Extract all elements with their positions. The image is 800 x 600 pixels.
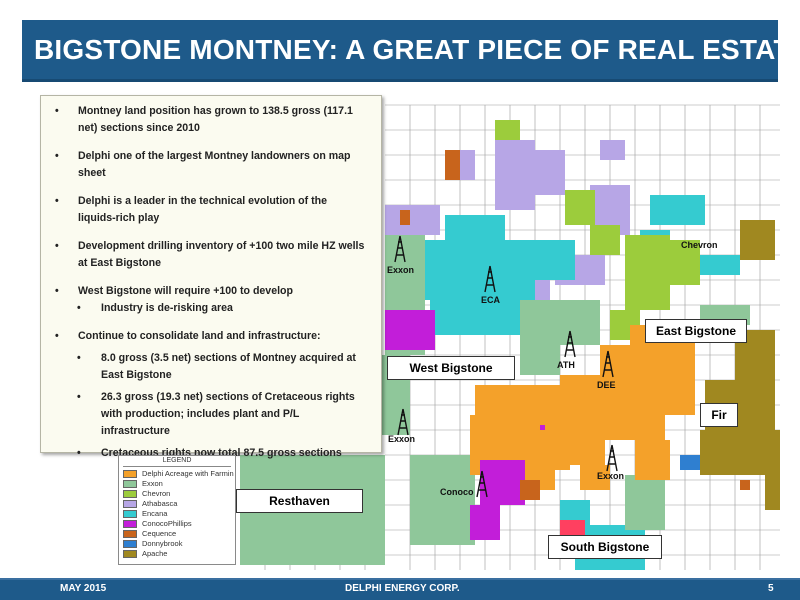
exxon-nw-well-label: Exxon	[387, 265, 415, 275]
footer-date: MAY 2015	[60, 583, 107, 594]
spacer	[53, 182, 367, 193]
legend-swatch	[123, 540, 137, 548]
legend-swatch	[123, 500, 137, 508]
exxon-s-well-label: Exxon	[597, 471, 625, 481]
chevron-well-label: Chevron	[681, 240, 718, 250]
exxon-w-well-label: Exxon	[388, 434, 416, 444]
legend-label: Athabasca	[142, 499, 178, 508]
legend-swatch	[123, 530, 137, 538]
donnybrook-parcels	[680, 455, 700, 470]
conocophillips-parcels	[385, 310, 545, 540]
conoco-well-icon	[476, 470, 488, 498]
exxon-s-well-icon	[606, 444, 618, 472]
ath-well-icon	[564, 330, 576, 358]
spacer	[53, 137, 367, 148]
legend-swatch	[123, 490, 137, 498]
legend-swatch	[123, 510, 137, 518]
dee-well-label: DEE	[597, 380, 616, 390]
footer-bar: MAY 2015 DELPHI ENERGY CORP. 5	[0, 578, 800, 600]
bullet-consolidate: Continue to consolidate land and infrast…	[53, 328, 367, 345]
label-resthaven: Resthaven	[236, 489, 363, 513]
label-east-bigstone: East Bigstone	[645, 319, 747, 343]
cequence-parcels	[400, 150, 750, 500]
legend-label: Exxon	[142, 479, 163, 488]
exxon-w-well-icon	[397, 408, 409, 436]
title-bar: BIGSTONE MONTNEY: A GREAT PIECE OF REAL …	[22, 20, 800, 82]
footer-company: DELPHI ENERGY CORP.	[345, 583, 460, 594]
bullet-drilling-inventory: Development drilling inventory of +100 t…	[53, 238, 367, 272]
legend-swatch	[123, 520, 137, 528]
legend-label: Apache	[142, 549, 168, 558]
eca-well-icon	[484, 265, 496, 293]
spacer	[53, 272, 367, 283]
label-west-bigstone: West Bigstone	[387, 356, 515, 380]
key-points-panel: Montney land position has grown to 138.5…	[40, 95, 382, 462]
bullet-landowner: Delphi one of the largest Montney landow…	[53, 148, 367, 182]
spacer	[53, 317, 367, 328]
eca-well-label: ECA	[481, 295, 501, 305]
spacer	[53, 227, 367, 238]
legend-label: Donnybrook	[142, 539, 183, 548]
label-south-bigstone: South Bigstone	[548, 535, 662, 559]
page-title: BIGSTONE MONTNEY: A GREAT PIECE OF REAL …	[34, 34, 800, 65]
bullet-technical-leader: Delphi is a leader in the technical evol…	[53, 193, 367, 227]
conoco-well-label: Conoco	[440, 487, 474, 497]
legend-title: LEGEND	[162, 457, 192, 464]
sub-bullet-cretaceous-rights: 26.3 gross (19.3 net) sections of Cretac…	[75, 389, 367, 440]
bullet-land-position: Montney land position has grown to 138.5…	[53, 103, 367, 137]
legend-label: Delphi Acreage with Farmin	[142, 469, 234, 478]
ath-well-label: ATH	[557, 360, 575, 370]
legend-swatch	[123, 480, 137, 488]
legend-divider	[123, 466, 231, 467]
exxon-parcels	[240, 235, 750, 565]
legend-label: Cequence	[142, 529, 177, 538]
sub-bullet-montney-acquired: 8.0 gross (3.5 net) sections of Montney …	[75, 350, 367, 384]
key-points-list: Montney land position has grown to 138.5…	[53, 103, 367, 462]
footer-page-number: 5	[768, 583, 774, 594]
legend-label: Chevron	[142, 489, 171, 498]
dee-well-icon	[602, 350, 614, 378]
exxon-nw-well-icon	[394, 235, 406, 263]
map-legend: LEGEND Delphi Acreage with Farmin Exxon …	[118, 455, 236, 565]
legend-swatch	[123, 550, 137, 558]
bullet-west-bigstone: West Bigstone will require +100 to devel…	[53, 283, 367, 300]
legend-label: ConocoPhillips	[142, 519, 192, 528]
legend-swatch	[123, 470, 137, 478]
sub-bullet-derisking: Industry is de-risking area	[75, 300, 367, 317]
legend-label: Encana	[142, 509, 168, 518]
label-fir: Fir	[700, 403, 738, 427]
athabasca-parcels	[385, 140, 630, 305]
